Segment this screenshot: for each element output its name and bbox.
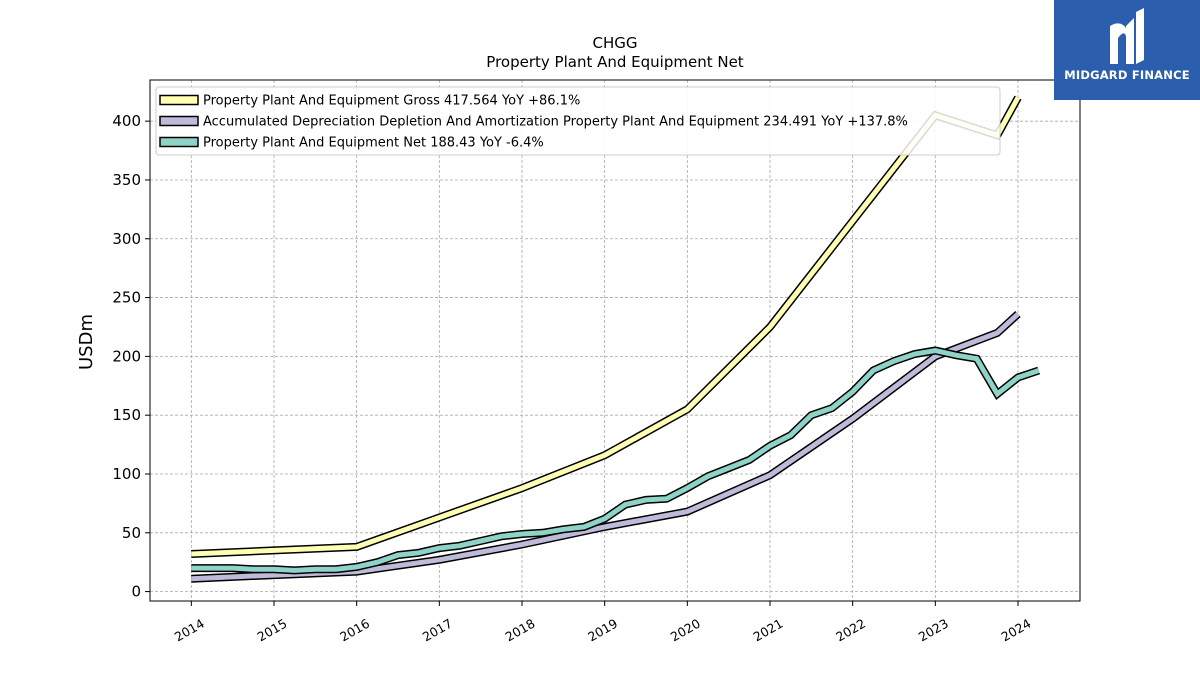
x-tick-label: 2020 [668, 616, 703, 645]
legend-box [155, 86, 1001, 156]
series-line-3 [191, 347, 1040, 573]
y-tick-label: 0 [131, 583, 141, 601]
chart-subtitle: Property Plant And Equipment Net [486, 53, 743, 71]
x-tick-label: 2014 [172, 616, 207, 645]
x-tick-label: 2019 [585, 616, 620, 645]
plot-frame [149, 79, 1081, 602]
y-tick-label: 50 [122, 524, 141, 542]
y-tick-label: 300 [112, 230, 141, 248]
logo-text: MIDGARD FINANCE [1064, 68, 1190, 82]
y-tick-label: 100 [112, 465, 141, 483]
y-tick-label: 200 [112, 347, 141, 365]
x-tick-label: 2017 [420, 616, 455, 645]
grid-layer [150, 80, 1080, 601]
x-tick-label: 2024 [998, 616, 1033, 645]
midgard-finance-logo: MIDGARD FINANCE [1054, 0, 1200, 100]
x-tick-label: 2015 [254, 616, 289, 645]
legend-swatch [159, 115, 199, 127]
x-tick-label: 2016 [337, 616, 372, 645]
legend-label: Property Plant And Equipment Gross 417.5… [203, 94, 580, 109]
legend-label: Property Plant And Equipment Net 188.43 … [203, 136, 544, 151]
y-tick-label: 350 [112, 171, 141, 189]
legend: Property Plant And Equipment Gross 417.5… [155, 86, 1001, 156]
y-tick-label: 150 [112, 406, 141, 424]
logo-mark-icon [1110, 8, 1144, 64]
x-tick-label: 2021 [750, 616, 785, 645]
legend-label: Accumulated Depreciation Depletion And A… [203, 115, 908, 130]
chart-title: CHGG [593, 34, 638, 52]
y-tick-label: 400 [112, 112, 141, 130]
series-line-outline [191, 346, 1040, 575]
legend-swatch [159, 136, 199, 148]
tick-layer: 0 50 100 150 200 250 300 350 400 2014 2015 2016 2017… [112, 112, 1033, 644]
x-tick-label: 2018 [502, 616, 537, 645]
x-tick-label: 2022 [833, 616, 868, 645]
y-axis-label: USDm [76, 314, 97, 370]
legend-swatch [159, 94, 199, 106]
series-layer [191, 95, 1040, 583]
y-tick-label: 250 [112, 289, 141, 307]
x-tick-label: 2023 [916, 616, 951, 645]
